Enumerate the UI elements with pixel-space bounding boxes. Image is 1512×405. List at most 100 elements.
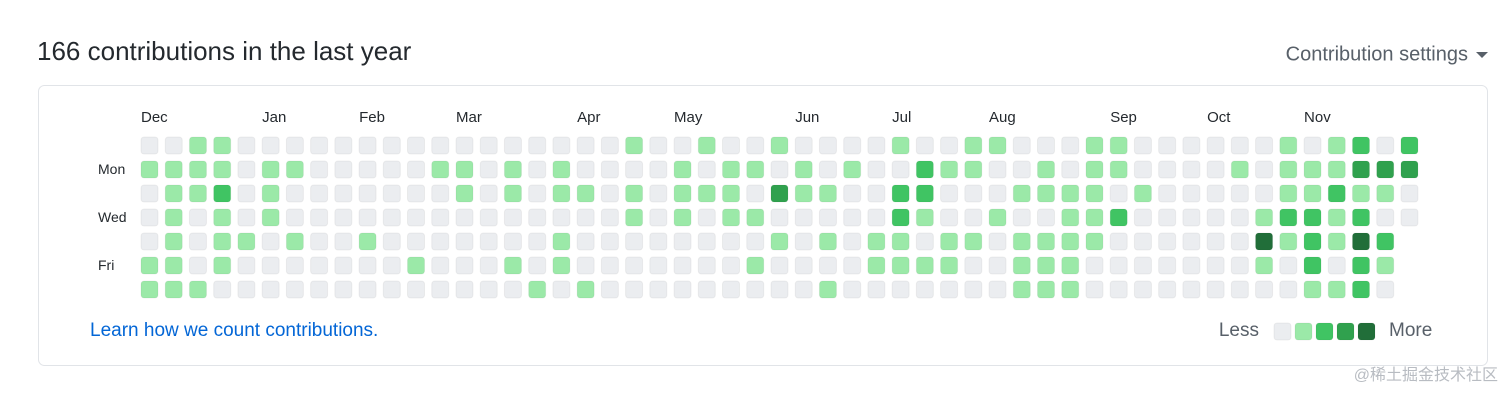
day-cell [285, 208, 304, 227]
day-cell [576, 280, 595, 299]
day-cell [576, 160, 595, 179]
month-label: Jul [892, 109, 911, 126]
day-cell [988, 160, 1007, 179]
day-cell [1158, 136, 1177, 155]
day-cell [407, 232, 426, 251]
day-cell [940, 184, 959, 203]
legend-more: More [1389, 320, 1432, 341]
day-cell [285, 136, 304, 155]
day-cell [1061, 136, 1080, 155]
day-cell [1109, 232, 1128, 251]
day-cell [1037, 280, 1056, 299]
day-cell [382, 136, 401, 155]
day-cell [1279, 160, 1298, 179]
day-cell [310, 136, 329, 155]
day-cell [382, 160, 401, 179]
day-cell [140, 256, 159, 275]
day-cell [940, 256, 959, 275]
day-cell [1206, 208, 1225, 227]
day-cell [1109, 256, 1128, 275]
day-cell [746, 160, 765, 179]
day-cell [188, 256, 207, 275]
day-cell [1012, 184, 1031, 203]
day-cell [1352, 136, 1370, 155]
day-cell [1255, 208, 1274, 227]
day-cell [940, 232, 959, 251]
day-cell [625, 256, 644, 275]
day-cell [940, 160, 959, 179]
day-cell [576, 256, 595, 275]
day-cell [964, 280, 983, 299]
day-cell [843, 184, 862, 203]
day-cell [528, 136, 547, 155]
title: 166 contributions in the last year [37, 36, 412, 66]
day-cell [722, 208, 741, 227]
settings-button[interactable]: Contribution settings [1286, 43, 1468, 65]
day-cell [915, 208, 934, 227]
day-cell [237, 256, 256, 275]
day-cell [479, 208, 498, 227]
day-cell [1182, 208, 1201, 227]
day-cell [1158, 208, 1177, 227]
day-cell [746, 256, 765, 275]
day-cell [382, 232, 401, 251]
legend-swatch [1357, 322, 1376, 341]
day-cell [1061, 184, 1080, 203]
day-cell [431, 280, 450, 299]
day-cell [625, 184, 644, 203]
day-cell [1206, 160, 1225, 179]
day-cell [1182, 160, 1201, 179]
day-cell [891, 232, 910, 251]
caret[interactable] [1476, 52, 1488, 58]
day-cell [213, 184, 232, 203]
day-cell [867, 136, 886, 155]
day-cell [455, 136, 474, 155]
day-cell [528, 256, 547, 275]
day-cell [1012, 208, 1031, 227]
day-cell [673, 184, 692, 203]
day-cell [1352, 184, 1370, 203]
help-link[interactable]: Learn how we count contributions. [90, 320, 378, 341]
day-cell [794, 232, 813, 251]
day-cell [382, 184, 401, 203]
day-cell [697, 208, 716, 227]
day-cell [1400, 184, 1419, 203]
day-cell [600, 280, 619, 299]
day-cell [358, 280, 377, 299]
day-cell [407, 280, 426, 299]
day-cell [358, 208, 377, 227]
day-cell [673, 232, 692, 251]
day-cell [431, 232, 450, 251]
day-cell [310, 160, 329, 179]
day-cell [1255, 280, 1274, 299]
day-cell [310, 232, 329, 251]
day-cell [1400, 160, 1419, 179]
day-cell [915, 184, 934, 203]
day-cell [649, 280, 668, 299]
day-cell [964, 208, 983, 227]
day-cell [649, 184, 668, 203]
day-cell [940, 280, 959, 299]
day-cell [1230, 136, 1249, 155]
day-cell [503, 136, 522, 155]
day-cell [964, 232, 983, 251]
day-cell [455, 208, 474, 227]
day-cell [310, 208, 329, 227]
day-cell [818, 232, 837, 251]
day-cell [1255, 184, 1274, 203]
day-cell [382, 280, 401, 299]
day-cell [649, 160, 668, 179]
day-cell [455, 256, 474, 275]
legend-swatch [1336, 322, 1355, 341]
day-cell [358, 232, 377, 251]
day-cell [794, 160, 813, 179]
day-cell [1327, 136, 1346, 155]
day-cell [310, 280, 329, 299]
day-cell [1303, 256, 1322, 275]
day-cell [334, 256, 353, 275]
day-cell [164, 184, 183, 203]
day-cell [891, 256, 910, 275]
day-cell [164, 136, 183, 155]
day-cell [746, 208, 765, 227]
